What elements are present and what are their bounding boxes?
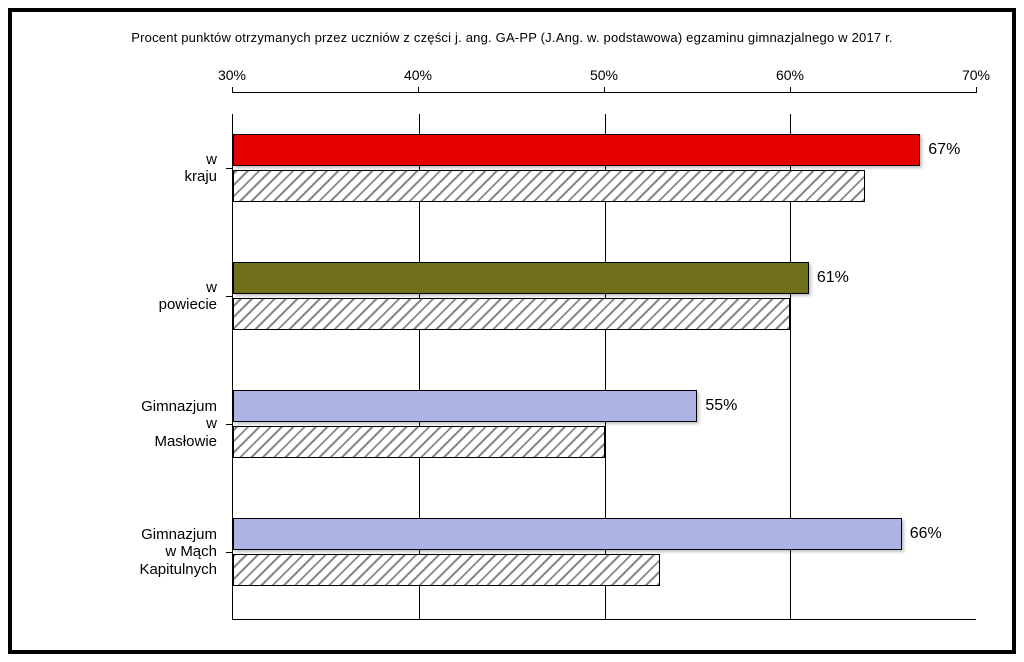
bar-group: w kraju67%: [233, 134, 976, 202]
axis-tick-mark: [790, 87, 791, 93]
bar-hatched: [233, 170, 865, 202]
bar-solid: [233, 262, 809, 294]
x-axis: 30%40%50%60%70%: [232, 92, 976, 93]
bar-value-label: 67%: [928, 141, 960, 159]
bar-value-label: 55%: [705, 397, 737, 415]
axis-tick-label: 70%: [962, 67, 990, 83]
bar-group: Gimnazjum w Mąch Kapitulnych66%: [233, 518, 976, 586]
category-label: w kraju: [184, 151, 233, 186]
chart-frame: Procent punktów otrzymanych przez ucznió…: [8, 8, 1016, 654]
plot-area: 30%40%50%60%70% w kraju67% w powiecie61% G…: [232, 92, 976, 620]
category-label: Gimnazjum w Masłowie: [141, 398, 233, 450]
chart-title: Procent punktów otrzymanych przez ucznió…: [12, 12, 1012, 55]
axis-tick-mark: [232, 87, 233, 93]
axis-tick-mark: [418, 87, 419, 93]
bar-solid: [233, 390, 697, 422]
axis-tick-label: 60%: [776, 67, 804, 83]
bar-solid: [233, 518, 902, 550]
plot-inner: w kraju67% w powiecie61% Gimnazjum w Masło…: [232, 114, 976, 620]
axis-tick-label: 40%: [404, 67, 432, 83]
category-label: w powiecie: [159, 279, 233, 314]
axis-tick-mark: [976, 87, 977, 93]
bar-value-label: 61%: [817, 269, 849, 287]
bar-value-label: 66%: [910, 525, 942, 543]
axis-tick-label: 30%: [218, 67, 246, 83]
axis-tick-mark: [604, 87, 605, 93]
bar-hatched: [233, 554, 660, 586]
axis-tick-label: 50%: [590, 67, 618, 83]
category-label: Gimnazjum w Mąch Kapitulnych: [139, 526, 233, 578]
bar-group: Gimnazjum w Masłowie55%: [233, 390, 976, 458]
bar-group: w powiecie61%: [233, 262, 976, 330]
bar-hatched: [233, 298, 790, 330]
bar-hatched: [233, 426, 605, 458]
bar-solid: [233, 134, 920, 166]
